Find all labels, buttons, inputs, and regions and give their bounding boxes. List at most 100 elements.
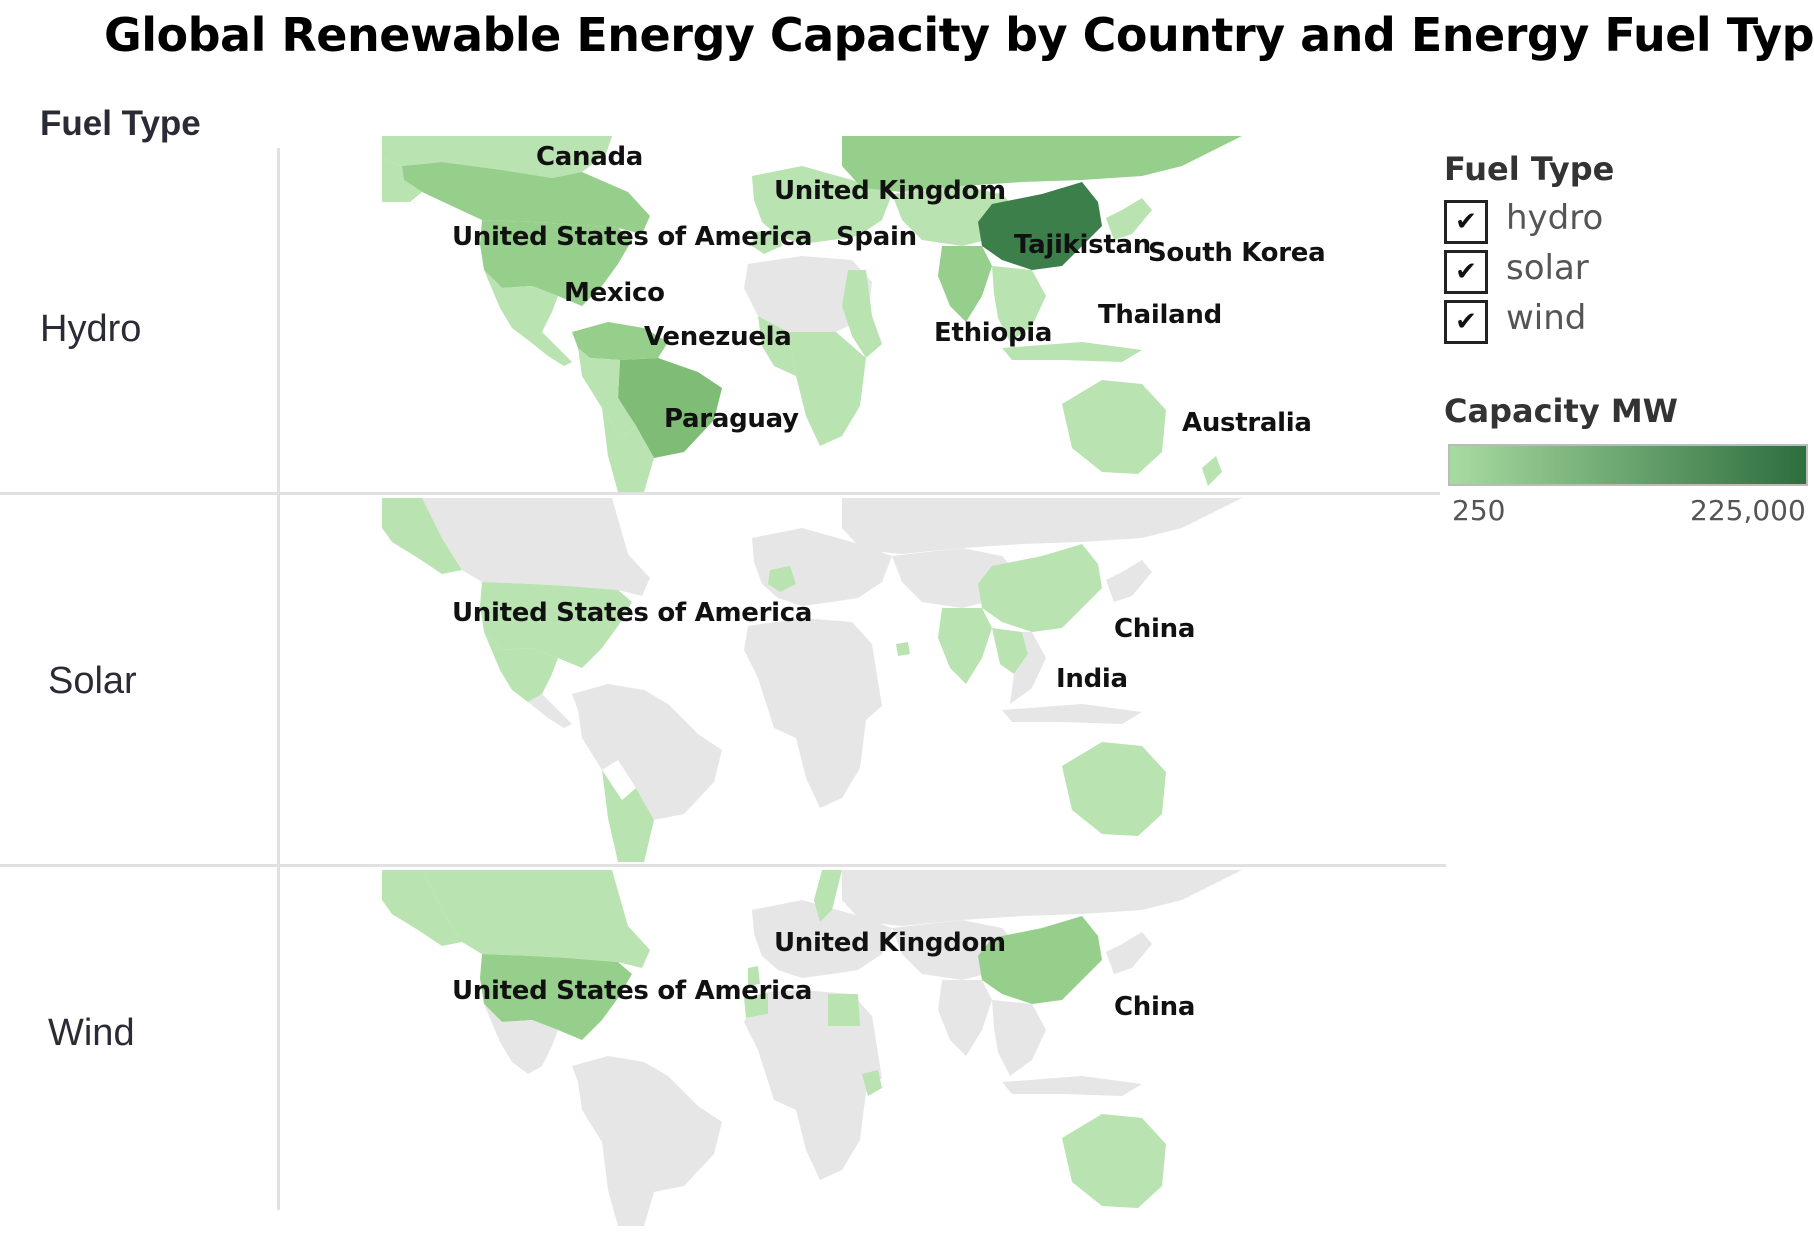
- label-united-kingdom: United Kingdom: [774, 928, 1006, 958]
- row-label-solar: Solar: [48, 660, 137, 702]
- legend-label-solar: solar: [1506, 248, 1589, 288]
- legend-label-hydro: hydro: [1506, 198, 1604, 238]
- checkbox-solar[interactable]: ✔: [1444, 250, 1488, 294]
- indonesia[interactable]: [1002, 1076, 1142, 1096]
- legend-item-solar[interactable]: ✔ solar: [1444, 248, 1744, 298]
- label-tajikistan: Tajikistan: [1014, 230, 1151, 260]
- country-australia[interactable]: [1062, 1114, 1166, 1208]
- country-india[interactable]: [938, 246, 992, 322]
- label-united-kingdom: United Kingdom: [774, 176, 1006, 206]
- country-alaska[interactable]: [382, 870, 462, 946]
- label-south-korea: South Korea: [1148, 238, 1326, 268]
- europe[interactable]: [752, 900, 892, 978]
- map-wind[interactable]: [382, 870, 1420, 1226]
- chart-title: Global Renewable Energy Capacity by Coun…: [104, 8, 1814, 62]
- central-america[interactable]: [528, 332, 572, 366]
- label-canada: Canada: [536, 142, 644, 172]
- country-mexico[interactable]: [484, 632, 558, 702]
- country-portugal[interactable]: [748, 966, 760, 986]
- south-america-north[interactable]: [572, 684, 722, 820]
- map-hydro[interactable]: [382, 136, 1420, 492]
- country-ethiopia[interactable]: [842, 270, 882, 358]
- country-mexico[interactable]: [484, 270, 558, 340]
- country-china[interactable]: [978, 544, 1102, 632]
- south-america[interactable]: [572, 1056, 722, 1226]
- label-venezuela: Venezuela: [644, 322, 792, 352]
- row-divider-2: [0, 864, 1446, 867]
- label-usa: United States of America: [452, 222, 813, 252]
- row-divider-vertical: [277, 148, 280, 1210]
- country-peru-bolivia[interactable]: [578, 348, 636, 438]
- country-japan-korea[interactable]: [1106, 932, 1152, 974]
- europe[interactable]: [752, 166, 892, 244]
- central-africa[interactable]: [788, 332, 866, 446]
- indonesia[interactable]: [1002, 704, 1142, 724]
- label-india: India: [1056, 664, 1128, 694]
- country-india[interactable]: [938, 980, 992, 1056]
- label-ethiopia: Ethiopia: [934, 318, 1053, 348]
- label-spain: Spain: [836, 222, 917, 252]
- southeast-asia[interactable]: [992, 1000, 1046, 1076]
- country-australia[interactable]: [1062, 742, 1166, 836]
- country-sweden[interactable]: [814, 870, 842, 922]
- country-uae[interactable]: [896, 642, 910, 656]
- country-canada[interactable]: [422, 498, 650, 596]
- country-usa[interactable]: [480, 582, 632, 668]
- country-mexico[interactable]: [484, 1004, 558, 1074]
- africa[interactable]: [744, 990, 882, 1180]
- label-china: China: [1114, 614, 1196, 644]
- country-morocco[interactable]: [744, 992, 770, 1018]
- map-solar[interactable]: [382, 498, 1420, 862]
- scale-max-label: 225,000: [1690, 494, 1806, 527]
- country-china[interactable]: [978, 182, 1102, 270]
- country-chile-argentina[interactable]: [602, 770, 654, 862]
- country-spain[interactable]: [752, 230, 782, 254]
- central-america[interactable]: [528, 694, 572, 728]
- row-divider-1: [0, 492, 1440, 495]
- greenland[interactable]: [382, 136, 612, 178]
- country-alaska[interactable]: [382, 498, 462, 574]
- scale-min-label: 250: [1452, 494, 1506, 527]
- country-alaska[interactable]: [382, 158, 422, 202]
- legend-item-hydro[interactable]: ✔ hydro: [1444, 198, 1744, 248]
- label-australia: Australia: [1182, 408, 1312, 438]
- country-kenya[interactable]: [862, 1070, 882, 1096]
- country-india[interactable]: [938, 608, 992, 684]
- label-china: China: [1114, 992, 1196, 1022]
- west-africa[interactable]: [758, 316, 796, 376]
- country-thailand-vietnam[interactable]: [992, 628, 1028, 674]
- country-paraguay-argentina[interactable]: [602, 408, 654, 492]
- legend-capacity-title: Capacity MW: [1444, 392, 1678, 430]
- country-china[interactable]: [978, 916, 1102, 1004]
- country-united-kingdom[interactable]: [760, 184, 776, 210]
- checkbox-wind[interactable]: ✔: [1444, 300, 1488, 344]
- country-new-zealand[interactable]: [1202, 456, 1222, 486]
- legend-item-wind[interactable]: ✔ wind: [1444, 298, 1744, 348]
- country-russia[interactable]: [842, 498, 1242, 554]
- country-japan-korea[interactable]: [1106, 198, 1152, 240]
- country-russia[interactable]: [842, 870, 1242, 926]
- row-label-hydro: Hydro: [40, 308, 142, 350]
- legend-label-wind: wind: [1506, 298, 1587, 338]
- country-venezuela-colombia[interactable]: [572, 322, 668, 360]
- checkbox-hydro[interactable]: ✔: [1444, 200, 1488, 244]
- africa[interactable]: [744, 618, 882, 808]
- row-label-wind: Wind: [48, 1012, 135, 1054]
- north-africa[interactable]: [744, 256, 872, 334]
- southeast-asia[interactable]: [992, 266, 1046, 342]
- country-japan-korea[interactable]: [1106, 560, 1152, 602]
- country-usa[interactable]: [480, 954, 632, 1040]
- southeast-asia[interactable]: [1010, 632, 1046, 704]
- country-canada[interactable]: [402, 162, 650, 234]
- country-france[interactable]: [768, 566, 796, 592]
- country-brazil[interactable]: [618, 358, 722, 458]
- label-usa: United States of America: [452, 976, 813, 1006]
- indonesia[interactable]: [1002, 342, 1142, 362]
- country-canada[interactable]: [422, 870, 650, 968]
- country-russia[interactable]: [842, 136, 1242, 192]
- country-usa[interactable]: [480, 220, 632, 306]
- label-paraguay: Paraguay: [664, 404, 799, 434]
- country-egypt[interactable]: [828, 994, 860, 1026]
- label-usa: United States of America: [452, 598, 813, 628]
- country-australia[interactable]: [1062, 380, 1166, 474]
